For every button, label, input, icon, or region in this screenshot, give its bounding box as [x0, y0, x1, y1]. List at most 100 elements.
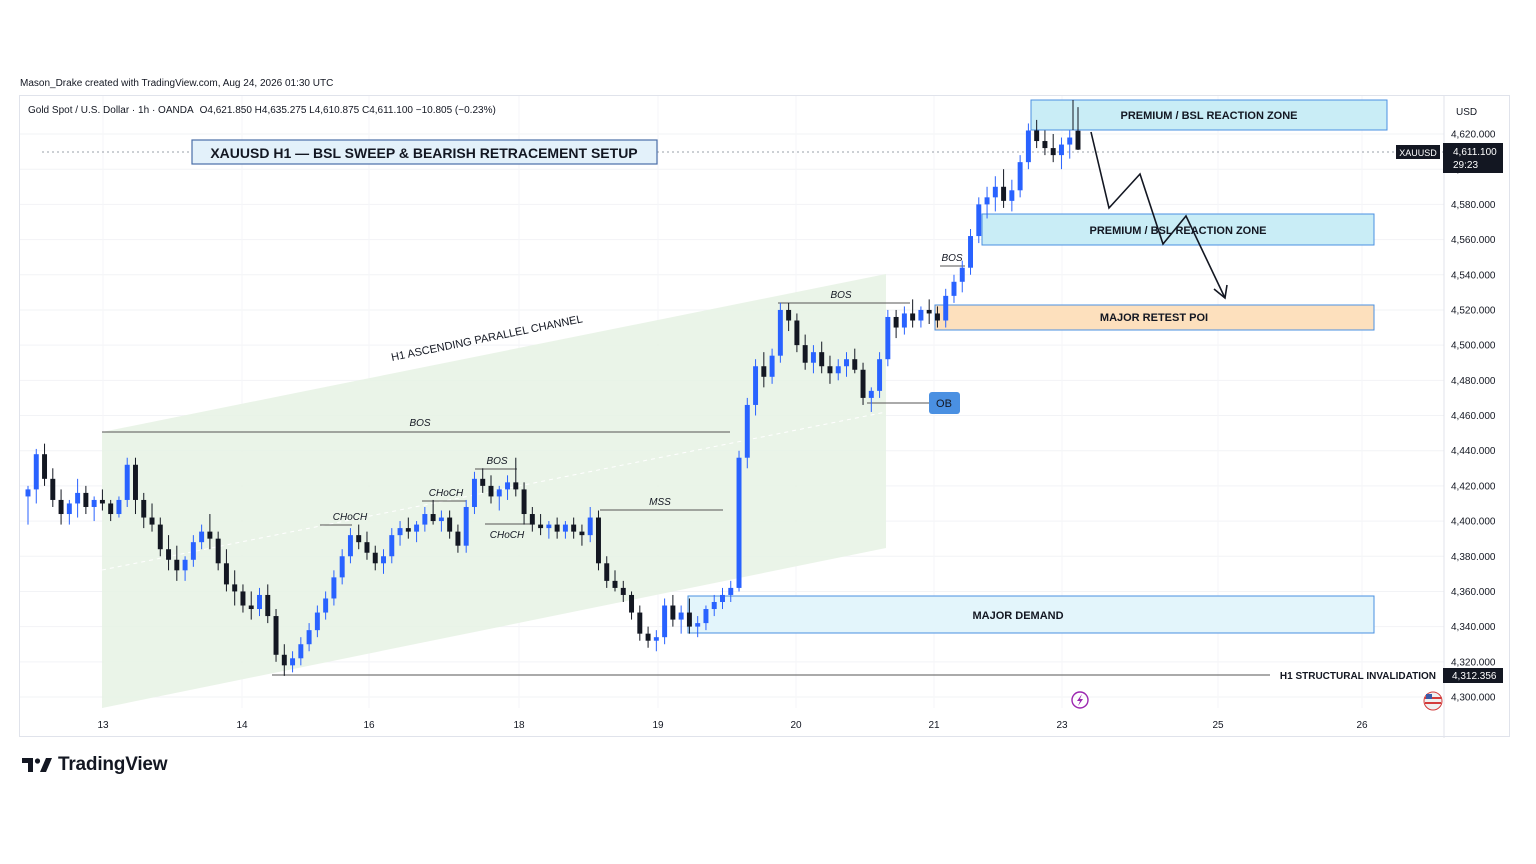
candle-body: [422, 514, 428, 525]
candle-body: [695, 623, 701, 627]
candle-body: [571, 524, 577, 532]
candle: [761, 352, 767, 388]
candle: [976, 197, 982, 244]
price-tick-label: 4,340.000: [1451, 622, 1496, 633]
candle-body: [777, 309, 783, 356]
candle: [281, 644, 287, 676]
candle: [298, 637, 304, 666]
candle: [397, 521, 403, 546]
candle-body: [372, 552, 378, 564]
candle-body: [58, 499, 64, 515]
candle-body: [207, 531, 213, 539]
candle-body: [124, 464, 130, 500]
creator-line: Mason_Drake created with TradingView.com…: [20, 78, 334, 89]
candle-body: [976, 204, 982, 237]
candle-body: [190, 542, 196, 560]
candle-body: [116, 499, 122, 515]
candle: [133, 457, 138, 515]
candle-body: [223, 563, 229, 585]
candle-body: [686, 612, 692, 627]
candle-body: [910, 313, 916, 321]
premium-zone-mid-label: PREMIUM / BSL REACTION ZONE: [1089, 225, 1266, 237]
candle-body: [918, 309, 924, 321]
candle: [819, 341, 825, 374]
candle: [992, 176, 998, 212]
candle-body: [331, 577, 337, 599]
candle-body: [174, 559, 180, 571]
candle: [794, 313, 800, 353]
candle-body: [934, 313, 940, 321]
candle-body: [488, 485, 494, 497]
candle: [893, 309, 899, 339]
time-tick-label: 20: [790, 720, 802, 731]
candle-body: [678, 612, 684, 620]
ob-label: OB: [936, 398, 952, 410]
candle-body: [157, 524, 163, 550]
candle-body: [521, 489, 527, 515]
candle-body: [711, 601, 717, 610]
candle-body: [769, 355, 775, 377]
candle-body: [653, 637, 659, 641]
candle-body: [347, 535, 353, 557]
candle: [1034, 119, 1040, 149]
candle-body: [166, 549, 172, 560]
candle-body: [554, 524, 560, 532]
candle-body: [1075, 130, 1081, 150]
candle: [463, 499, 469, 553]
candle: [827, 355, 833, 384]
candle: [720, 587, 725, 610]
candle: [339, 549, 345, 585]
candle: [959, 260, 965, 293]
order-block-badge[interactable]: OB: [929, 392, 960, 414]
candle-body: [579, 531, 585, 536]
candle-body: [943, 295, 949, 321]
candle: [108, 499, 114, 522]
candle: [1009, 179, 1015, 212]
candlestick-chart[interactable]: H1 ASCENDING PARALLEL CHANNEL PREMIUM / …: [20, 96, 1511, 738]
chart-title: XAUUSD H1 — BSL SWEEP & BEARISH RETRACEM…: [210, 145, 637, 161]
tradingview-logo[interactable]: TradingView: [22, 754, 168, 776]
candle-body: [546, 524, 552, 529]
candle: [372, 545, 378, 571]
bos-label: BOS: [409, 418, 430, 429]
candle: [810, 345, 816, 374]
lightning-icon[interactable]: [1071, 691, 1089, 709]
candle-body: [629, 594, 635, 613]
candle: [389, 528, 395, 564]
candle-body: [720, 594, 725, 602]
candle-body: [505, 482, 511, 490]
candle: [430, 499, 436, 525]
chart-frame[interactable]: H1 ASCENDING PARALLEL CHANNEL PREMIUM / …: [19, 95, 1511, 738]
candle-body: [984, 197, 990, 205]
candle: [918, 306, 924, 328]
candle-body: [538, 524, 544, 529]
candle: [968, 229, 973, 275]
candle: [554, 517, 560, 539]
candle: [571, 517, 577, 539]
candle-body: [951, 281, 957, 296]
major-demand-zone: MAJOR DEMAND: [687, 595, 1375, 634]
chart-title-box: XAUUSD H1 — BSL SWEEP & BEARISH RETRACEM…: [191, 139, 658, 165]
candle-body: [620, 587, 626, 595]
price-tick-label: 4,300.000: [1451, 693, 1496, 704]
us-flag-icon: [1423, 691, 1443, 711]
candle-body: [1001, 186, 1007, 201]
candle: [306, 623, 312, 652]
candle-body: [25, 489, 31, 497]
candle: [33, 448, 39, 504]
candle: [223, 549, 229, 592]
candle-body: [108, 503, 114, 515]
candle: [149, 503, 155, 532]
candle: [562, 521, 568, 539]
major-retest-label: MAJOR RETEST POI: [1100, 312, 1208, 324]
candle: [629, 591, 635, 620]
candle-body: [414, 524, 420, 532]
candle-body: [992, 186, 998, 198]
candle: [99, 489, 105, 511]
candle: [521, 482, 527, 525]
candle: [1025, 123, 1031, 170]
candle-body: [1042, 141, 1048, 149]
candle-body: [447, 517, 453, 532]
candle-body: [281, 654, 287, 666]
candle-body: [728, 587, 734, 595]
